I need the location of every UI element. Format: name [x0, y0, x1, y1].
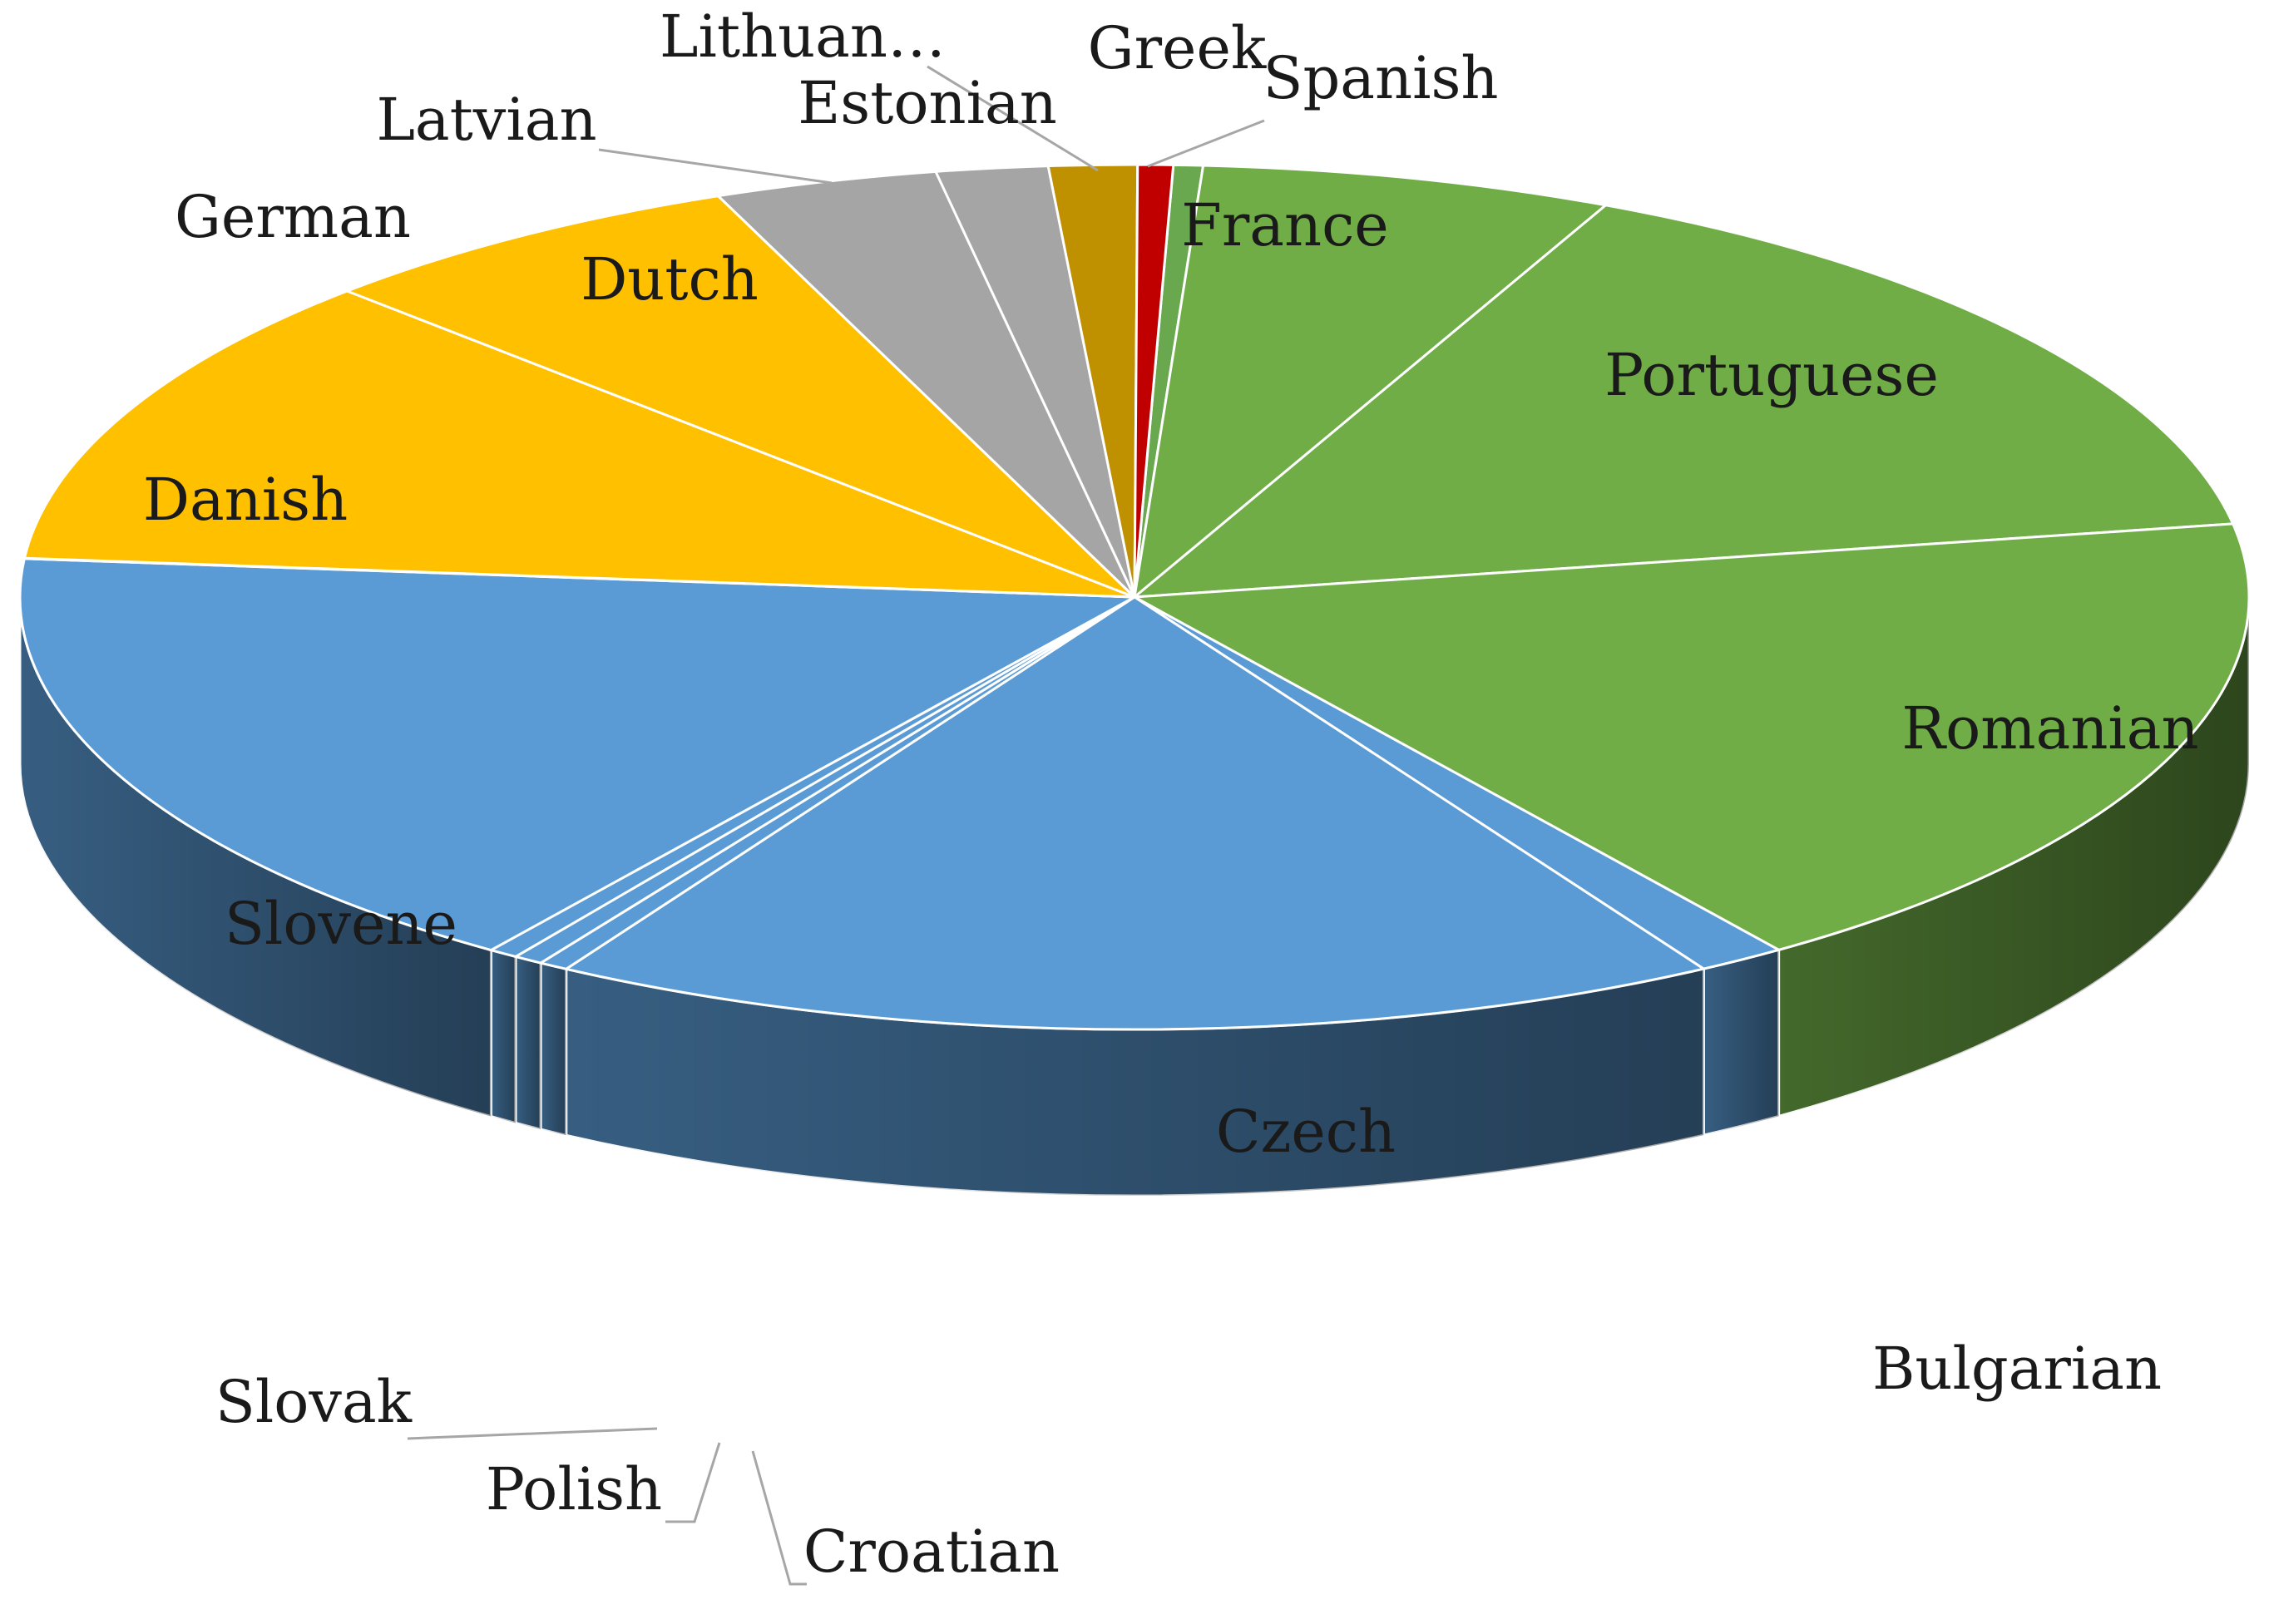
label-romanian: Romanian — [1901, 694, 2198, 763]
label-croatian: Croatian — [803, 1518, 1060, 1586]
label-danish: Danish — [143, 466, 348, 534]
slice-danish — [22, 289, 1135, 599]
slice-czech — [562, 595, 1708, 1031]
pie-side-walls — [18, 596, 2251, 1197]
leader-line-croatian — [751, 1450, 807, 1586]
slice-side-shade — [515, 956, 541, 1130]
slice-slovene — [18, 557, 1139, 952]
label-bulgarian: Bulgarian — [1872, 1335, 2162, 1403]
leader-line-spanish — [1147, 119, 1265, 168]
slice-side-shade — [1703, 950, 1779, 1136]
slice-dutch — [344, 195, 1136, 599]
label-france: France — [1181, 191, 1388, 259]
label-slovene: Slovene — [225, 890, 457, 958]
label-czech: Czech — [1216, 1098, 1396, 1166]
leader-line-slovak — [407, 1427, 658, 1440]
label-greek: Greek — [1088, 14, 1267, 82]
slice-portuguese — [1130, 204, 2235, 599]
leader-line-polish — [665, 1442, 721, 1523]
leader-line-latvian — [598, 148, 833, 185]
label-latvian: Latvian — [376, 86, 596, 154]
label-german: German — [175, 183, 411, 251]
pie-slices — [18, 163, 2251, 1031]
label-dutch: Dutch — [581, 245, 759, 313]
slice-side-shade — [1778, 597, 2249, 1117]
slice-side-shade — [20, 597, 492, 1117]
label-spanish: Spanish — [1263, 44, 1499, 112]
slice-side-shade — [491, 950, 516, 1123]
leader-line-lithuan — [927, 65, 1099, 172]
slice-greek — [1133, 163, 1175, 598]
slice-france — [1132, 164, 1609, 600]
slice-labels: Spanish France Portuguese Romanian Bulgarian… — [143, 2, 2199, 1586]
leader-lines — [407, 65, 1265, 1586]
label-estonian: Estonian — [798, 69, 1057, 137]
slice-side-shade — [541, 963, 566, 1136]
slice-side-shade — [566, 969, 1704, 1196]
slice-romanian — [1130, 522, 2251, 951]
label-portuguese: Portuguese — [1604, 341, 1939, 409]
label-lithuan: Lithuan… — [660, 2, 946, 71]
label-slovak: Slovak — [215, 1368, 413, 1436]
label-polish: Polish — [486, 1455, 662, 1523]
